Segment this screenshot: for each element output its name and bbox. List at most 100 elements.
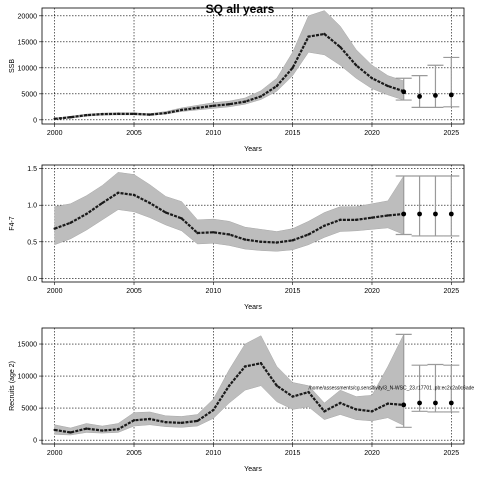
ssb-point [69, 116, 72, 119]
recruits-point [370, 410, 374, 413]
f-point [291, 239, 294, 242]
ssb-point [196, 106, 199, 110]
ssb-xtick-label: 2005 [126, 130, 142, 137]
ssb-point [354, 64, 358, 67]
f-point [116, 191, 120, 194]
ssb-point [228, 103, 231, 106]
ssb-point [148, 113, 152, 116]
f-point [307, 233, 310, 236]
recruits-point [132, 419, 136, 422]
f-point [212, 231, 215, 234]
ssb-ylabel: SSB [9, 59, 16, 73]
ssb-ytick-label: 0 [33, 117, 37, 124]
ssb-point [180, 108, 183, 112]
recruits-point [386, 402, 390, 405]
f-point [132, 193, 136, 197]
recruits-xlabel: Years [244, 466, 262, 473]
ssb-ytick-label: 5000 [21, 91, 37, 98]
recruits-xtick-label: 2020 [364, 450, 380, 457]
recruits-xtick-label: 2005 [126, 450, 142, 457]
ssb-xlabel: Years [244, 146, 262, 153]
f-point [243, 238, 247, 241]
ssb-ytick-label: 20000 [18, 13, 38, 20]
recruits-point [85, 427, 88, 430]
f-ytick-label: 0.0 [27, 276, 37, 283]
ssb-point [243, 100, 247, 103]
f-projection-point [448, 211, 454, 217]
ssb-point [164, 111, 167, 115]
recruits-point [101, 429, 104, 432]
recruits-point [275, 384, 278, 387]
f-ytick-label: 0.5 [27, 239, 37, 246]
f-confidence-band [54, 172, 404, 252]
ssb-point [307, 35, 310, 38]
recruits-projection-point [433, 400, 438, 406]
recruits-point [354, 408, 358, 411]
ssb-point [291, 66, 294, 70]
ssb-xtick-label: 2010 [206, 130, 222, 137]
f-point [180, 217, 183, 220]
f-xtick-label: 2010 [206, 288, 222, 295]
ssb-ytick-label: 10000 [18, 65, 38, 72]
ssb-projection-point [417, 94, 422, 99]
f-xlabel: Years [244, 304, 262, 311]
recruits-xtick-label: 2010 [206, 450, 222, 457]
ssb-point [370, 77, 374, 80]
f-point [228, 233, 231, 236]
f-point [275, 241, 278, 244]
f-xtick-label: 2025 [444, 288, 460, 295]
recruits-point [53, 428, 56, 432]
recruits-point [212, 408, 215, 412]
f-point [339, 218, 342, 222]
recruits-projection-point [417, 400, 422, 406]
script-path-annotation: /home/assessments/cg.sensitivity/3_N-WSC… [309, 386, 475, 392]
f-point [164, 211, 167, 214]
ssb-xtick-label: 2020 [364, 130, 380, 137]
ssb-point [339, 45, 342, 49]
recruits-projection-point [401, 402, 407, 408]
ssb-projection-point [448, 92, 454, 98]
f-point [386, 214, 390, 217]
f-plot-frame [41, 164, 465, 283]
ssb-point [85, 113, 88, 117]
f-xtick-label: 2000 [47, 288, 63, 295]
f-ytick-label: 1.0 [27, 203, 37, 210]
chart-title: SQ all years [206, 2, 275, 16]
ssb-point [323, 32, 326, 36]
recruits-point [259, 362, 263, 365]
ssb-point [259, 95, 263, 98]
recruits-point [323, 410, 326, 413]
recruits-plot-frame [41, 327, 465, 445]
recruits-point [116, 428, 120, 431]
f-ytick-label: 1.5 [27, 166, 37, 173]
recruits-ytick-label: 15000 [18, 342, 38, 349]
recruits-point [164, 421, 167, 424]
recruits-point [339, 401, 342, 405]
ssb-projection-point [401, 89, 407, 95]
f-projection-point [433, 211, 438, 217]
f-point [370, 216, 374, 219]
recruits-panel: 2000 2005 2010 2015 2020 2025 0 5000 10000 15000 Y… [9, 327, 475, 473]
f-point [148, 201, 152, 205]
f-projection-point [417, 211, 422, 217]
f-point [196, 231, 199, 235]
recruits-ytick-label: 5000 [21, 406, 37, 413]
ssb-ytick-label: 15000 [18, 39, 38, 46]
recruits-point [228, 384, 231, 387]
recruits-point [69, 431, 72, 434]
ssb-point [386, 84, 390, 88]
ssb-point [101, 112, 104, 116]
f-ylabel: F4-7 [9, 216, 16, 231]
ssb-xtick-label: 2000 [47, 130, 63, 137]
recruits-ytick-label: 0 [33, 438, 37, 445]
ssb-xtick-label: 2015 [285, 130, 301, 137]
recruits-point [180, 421, 183, 425]
ssb-xtick-label: 2025 [444, 130, 460, 137]
recruits-xtick-label: 2025 [444, 450, 460, 457]
ssb-point [132, 112, 136, 116]
recruits-point [243, 365, 247, 368]
ssb-point [275, 84, 278, 88]
fishing-mortality-panel: 2000 2005 2010 2015 2020 2025 0.0 0.5 1.0 1.5 Year… [9, 164, 465, 311]
recruits-point [307, 390, 310, 394]
f-xtick-label: 2005 [126, 288, 142, 295]
